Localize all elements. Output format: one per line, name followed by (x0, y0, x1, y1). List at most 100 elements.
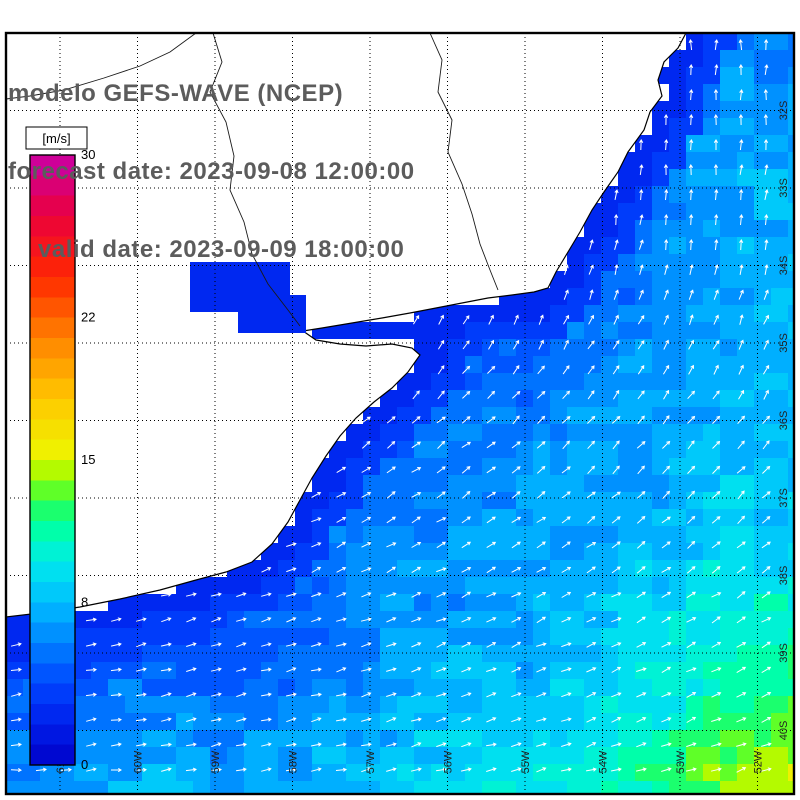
wind-arrow-icon (486, 441, 496, 449)
wind-arrow-icon (136, 742, 147, 747)
colorbar: 30 22 15 8 0 [m/s] (25, 126, 95, 772)
wind-arrow-icon (561, 466, 571, 474)
wind-arrow-icon (436, 767, 447, 772)
wind-arrow-icon (536, 465, 546, 474)
wind-arrow-icon (689, 114, 694, 126)
wind-arrow-icon (536, 692, 547, 698)
wind-arrow-icon (386, 416, 396, 424)
wind-arrow-icon (160, 742, 172, 747)
wind-arrow-icon (738, 364, 744, 375)
wind-arrow-icon (111, 617, 122, 622)
wind-arrow-icon (586, 717, 597, 723)
wind-arrow-icon (638, 239, 644, 250)
wind-arrow-icon (586, 566, 596, 574)
wind-arrow-icon (689, 214, 694, 226)
wind-arrow-icon (711, 717, 722, 722)
wind-arrow-icon (511, 692, 522, 698)
wind-arrow-icon (661, 717, 672, 723)
wind-arrow-icon (639, 214, 644, 226)
wind-arrow-icon (110, 642, 122, 647)
wind-arrow-icon (614, 214, 619, 226)
wind-arrow-icon (636, 742, 647, 748)
wind-arrow-icon (161, 692, 172, 697)
wind-arrow-icon (488, 314, 494, 325)
wind-arrow-icon (561, 667, 572, 672)
lon-label: 56W (443, 750, 455, 773)
wind-arrow-icon (761, 692, 772, 698)
wind-arrow-icon (386, 466, 396, 474)
wind-arrow-icon (687, 440, 695, 450)
wind-arrow-icon (739, 89, 744, 101)
wind-arrow-icon (561, 767, 572, 772)
wind-arrow-icon (586, 491, 596, 499)
wind-arrow-icon (664, 214, 669, 226)
wind-arrow-icon (536, 717, 547, 722)
wind-arrow-icon (763, 389, 769, 400)
wind-arrow-icon (561, 566, 572, 573)
wind-arrow-icon (563, 314, 570, 325)
wind-arrow-icon (336, 567, 347, 573)
lon-label: 57W (365, 750, 377, 773)
wind-arrow-icon (611, 717, 622, 723)
wind-arrow-icon (637, 415, 645, 425)
wind-arrow-icon (360, 617, 372, 622)
wind-arrow-icon (537, 415, 546, 424)
wind-arrow-icon (437, 390, 445, 400)
colorbar-tick-label: 15 (81, 452, 95, 467)
wind-arrow-icon (461, 541, 472, 549)
wind-arrow-icon (486, 466, 497, 474)
wind-arrow-icon (436, 692, 447, 697)
wind-arrow-icon (462, 315, 470, 325)
wind-arrow-icon (461, 416, 471, 424)
wind-arrow-icon (336, 692, 347, 697)
wind-arrow-icon (689, 139, 694, 151)
wind-arrow-icon (386, 692, 397, 697)
wind-arrow-icon (335, 642, 347, 647)
wind-arrow-icon (688, 64, 694, 76)
wind-arrow-icon (136, 617, 147, 622)
wind-arrow-icon (588, 264, 594, 275)
wind-arrow-icon (86, 717, 97, 722)
lon-label: 54W (598, 750, 610, 773)
wind-arrow-icon (85, 667, 97, 672)
wind-arrow-icon (688, 364, 694, 375)
wind-arrow-icon (536, 541, 546, 549)
wind-arrow-icon (736, 566, 746, 574)
wind-arrow-icon (688, 164, 694, 176)
wind-arrow-icon (714, 189, 719, 201)
wind-arrow-icon (636, 566, 646, 574)
wind-arrow-icon (636, 491, 646, 499)
wind-arrow-icon (211, 617, 222, 623)
wind-arrow-icon (536, 567, 547, 573)
wind-arrow-icon (738, 289, 744, 300)
wind-arrow-icon (235, 742, 247, 747)
wind-arrow-icon (639, 189, 644, 201)
wind-arrow-icon (336, 466, 347, 474)
wind-arrow-icon (436, 466, 446, 474)
wind-arrow-icon (611, 742, 622, 747)
wind-arrow-icon (763, 139, 769, 151)
wind-arrow-icon (561, 742, 572, 747)
wind-arrow-icon (286, 542, 297, 547)
wind-arrow-icon (711, 616, 721, 624)
wind-arrow-icon (762, 440, 770, 450)
wind-arrow-icon (411, 516, 421, 524)
wind-arrow-icon (664, 189, 669, 201)
wind-arrow-icon (712, 339, 720, 350)
wind-arrow-icon (436, 667, 447, 673)
wind-arrow-icon (10, 742, 22, 747)
wind-arrow-icon (661, 516, 671, 524)
wind-arrow-icon (761, 742, 772, 747)
colorbar-tick-label: 30 (81, 147, 95, 162)
wind-arrow-icon (361, 742, 372, 747)
wind-arrow-icon (210, 642, 222, 647)
wind-arrow-icon (661, 541, 671, 549)
wind-arrow-icon (637, 390, 645, 400)
wind-arrow-icon (411, 592, 422, 598)
lon-label: 53W (675, 750, 687, 773)
wind-arrow-icon (211, 717, 222, 722)
wind-arrow-icon (712, 415, 721, 424)
wind-arrow-icon (512, 364, 520, 375)
wind-arrow-icon (486, 416, 496, 424)
